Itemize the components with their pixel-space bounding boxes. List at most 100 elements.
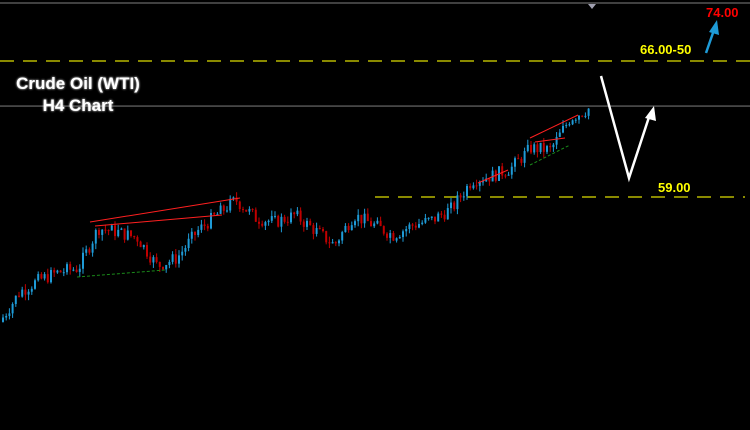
candle-body xyxy=(286,221,289,223)
candle-body xyxy=(82,252,84,269)
candle-body xyxy=(72,269,75,271)
target-label: 74.00 xyxy=(706,5,739,20)
candle-body xyxy=(453,202,456,210)
candle-body xyxy=(37,274,40,281)
candle-body xyxy=(210,212,212,229)
candle-body xyxy=(568,124,571,126)
candle-body xyxy=(344,225,347,233)
candle-body xyxy=(203,224,206,226)
candle-body xyxy=(571,120,574,125)
candle-body xyxy=(587,108,590,116)
candle-body xyxy=(174,254,177,264)
candle-body xyxy=(386,233,388,238)
candle-body xyxy=(392,233,395,241)
candle-body xyxy=(11,303,14,314)
candle-body xyxy=(360,214,363,224)
candle-body xyxy=(216,213,219,215)
candle-body xyxy=(274,215,276,217)
trendline-support-dotted xyxy=(76,269,166,278)
candle-body xyxy=(405,229,408,232)
candle-body xyxy=(27,291,30,295)
candle-body xyxy=(373,223,376,227)
candle-body xyxy=(437,213,440,222)
candle-body xyxy=(242,209,244,211)
candle-body xyxy=(165,265,168,270)
candle-body xyxy=(280,216,283,227)
candle-body xyxy=(114,225,116,237)
candle-body xyxy=(395,238,398,241)
candle-body xyxy=(562,125,564,133)
candle-body xyxy=(555,136,558,145)
candle-body xyxy=(59,270,62,273)
candle-body xyxy=(542,142,545,152)
candle-body xyxy=(261,223,264,226)
candle-body xyxy=(53,270,56,273)
candle-body xyxy=(98,229,100,235)
candle-body xyxy=(264,222,267,226)
candle-body xyxy=(222,205,225,211)
candle-body xyxy=(43,274,46,279)
candle-body xyxy=(229,198,232,211)
candle-body xyxy=(331,242,334,244)
candle-body xyxy=(478,181,481,186)
candle-body xyxy=(517,158,520,160)
candle-body xyxy=(482,181,484,183)
candle-body xyxy=(376,220,379,224)
candle-body xyxy=(8,313,11,316)
candle-body xyxy=(584,115,587,117)
candle-body xyxy=(251,208,254,210)
candle-body xyxy=(504,175,507,177)
target-arrow-shaft xyxy=(704,29,716,54)
candle-body xyxy=(270,216,273,221)
candle-body xyxy=(190,231,193,239)
candle-body xyxy=(254,209,257,222)
candle-body xyxy=(430,216,433,218)
candle-body xyxy=(341,232,344,241)
candle-body xyxy=(357,214,360,222)
candle-body xyxy=(101,229,104,235)
candle-body xyxy=(382,226,385,234)
candle-body xyxy=(446,208,449,220)
candle-body xyxy=(427,217,430,219)
chart-title: Crude Oil (WTI) H4 Chart xyxy=(8,73,148,117)
candle-body xyxy=(366,213,369,222)
candle-body xyxy=(418,223,420,228)
candle-body xyxy=(155,257,158,262)
candle-body xyxy=(136,237,139,242)
candle-body xyxy=(414,225,417,228)
candle-body xyxy=(178,255,180,264)
candle-body xyxy=(581,115,584,117)
candle-body xyxy=(232,197,235,199)
candle-body xyxy=(411,224,414,226)
candle-body xyxy=(226,210,228,212)
candle-body xyxy=(424,217,427,223)
candle-body xyxy=(171,254,174,262)
candle-body xyxy=(110,225,113,231)
candle-body xyxy=(354,221,356,226)
candle-body xyxy=(440,213,443,215)
candle-body xyxy=(133,236,136,238)
candle-body xyxy=(75,269,78,272)
candle-body xyxy=(107,230,110,232)
candle-body xyxy=(398,237,401,239)
candle-body xyxy=(130,230,132,237)
candle-body xyxy=(466,185,468,197)
candle-body xyxy=(18,295,20,297)
candle-body xyxy=(472,185,475,189)
trendline-flag-support xyxy=(529,144,571,166)
candle-body xyxy=(491,170,494,182)
shift-marker-icon xyxy=(588,4,596,9)
candle-body xyxy=(462,196,465,198)
candle-body xyxy=(200,224,203,230)
projection-path xyxy=(599,75,652,183)
trendline-upper xyxy=(89,197,241,223)
candle-body xyxy=(322,228,324,232)
candle-body xyxy=(69,264,72,270)
candle-body xyxy=(149,256,152,263)
candle-body xyxy=(347,225,350,231)
candle-body xyxy=(475,185,478,187)
candle-body xyxy=(302,221,305,227)
candle-body xyxy=(238,201,241,210)
candle-body xyxy=(350,225,353,231)
candle-body xyxy=(290,212,292,223)
